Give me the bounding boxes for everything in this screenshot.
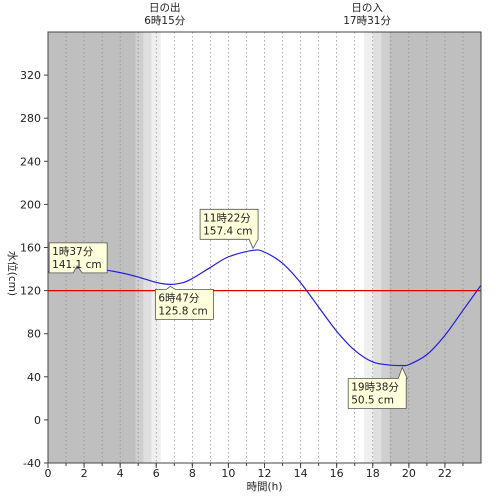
y-axis: -40 0 40 80 120 160 200 240 280 320 bbox=[20, 69, 48, 470]
twilight-band-morning-1 bbox=[135, 32, 144, 463]
x-tick-label: 20 bbox=[402, 467, 416, 480]
y-tick-label: 0 bbox=[34, 414, 41, 427]
x-tick-label: 10 bbox=[221, 467, 235, 480]
callout-box bbox=[48, 242, 108, 274]
x-axis: 0 2 4 6 8 10 12 14 16 18 20 22 bbox=[45, 463, 464, 480]
y-tick-label: 200 bbox=[20, 198, 41, 211]
callout-box bbox=[347, 366, 408, 409]
sunrise-time: 6時15分 bbox=[144, 15, 186, 27]
sunrise-title: 日の出 bbox=[149, 1, 181, 14]
sunset-title: 日の入 bbox=[351, 2, 383, 14]
callout-time: 19時38分 bbox=[351, 381, 399, 393]
x-tick-label: 6 bbox=[153, 467, 160, 480]
y-tick-label: 240 bbox=[20, 155, 41, 168]
x-axis-label: 時間(h) bbox=[247, 481, 283, 493]
y-tick-label: 280 bbox=[20, 112, 41, 125]
callout-time: 11時22分 bbox=[203, 212, 251, 224]
y-tick-label: 120 bbox=[20, 285, 41, 298]
daylight-bands bbox=[48, 32, 481, 463]
callout-value: 141.1 cm bbox=[52, 259, 101, 271]
twilight-band-morning-2 bbox=[143, 32, 152, 463]
y-axis-label: 水位(cm) bbox=[6, 251, 19, 296]
x-tick-label: 2 bbox=[81, 467, 88, 480]
y-tick-label: 80 bbox=[27, 328, 41, 341]
twilight-band-evening-2 bbox=[373, 32, 382, 463]
y-tick-label: 40 bbox=[27, 371, 41, 384]
x-tick-label: 8 bbox=[189, 467, 196, 480]
x-tick-label: 18 bbox=[366, 467, 380, 480]
callout-value: 50.5 cm bbox=[351, 394, 394, 406]
twilight-band-evening-3 bbox=[381, 32, 390, 463]
x-tick-label: 16 bbox=[330, 467, 344, 480]
twilight-band-evening-1 bbox=[364, 32, 374, 463]
twilight-band-morning-3 bbox=[151, 32, 161, 463]
callout-value: 157.4 cm bbox=[203, 225, 252, 237]
x-tick-label: 22 bbox=[438, 467, 452, 480]
callout-value: 125.8 cm bbox=[158, 305, 207, 317]
callout-box bbox=[199, 208, 259, 250]
callout-time: 6時47分 bbox=[158, 292, 200, 304]
x-tick-label: 12 bbox=[258, 467, 272, 480]
x-tick-label: 0 bbox=[45, 467, 52, 480]
x-tick-label: 14 bbox=[294, 467, 308, 480]
sunset-time: 17時31分 bbox=[343, 15, 391, 27]
x-tick-label: 4 bbox=[117, 467, 124, 480]
y-tick-label: -40 bbox=[23, 457, 41, 470]
y-tick-label: 320 bbox=[20, 69, 41, 82]
y-tick-label: 160 bbox=[20, 242, 41, 255]
callout-box bbox=[154, 285, 214, 320]
callout-time: 1時37分 bbox=[52, 246, 94, 258]
